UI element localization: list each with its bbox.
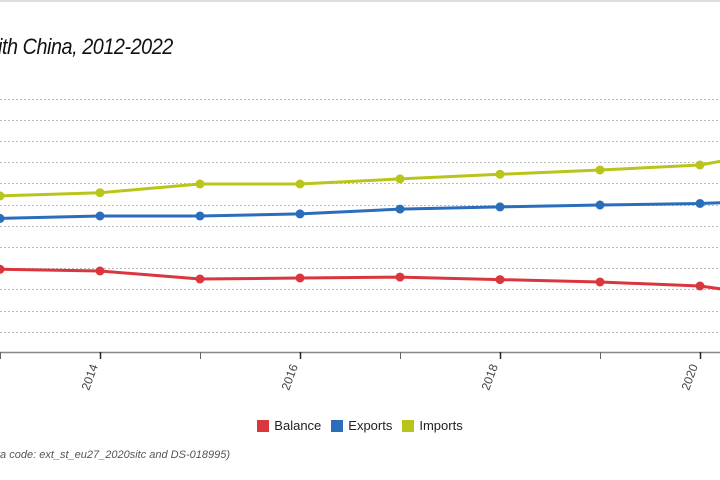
data-point-imports <box>295 179 305 189</box>
chart-title: ith China, 2012-2022 <box>0 34 173 59</box>
legend-item-balance[interactable]: Balance <box>257 418 321 433</box>
series-lines <box>0 159 720 291</box>
legend-swatch-imports <box>402 419 415 432</box>
legend-label-exports: Exports <box>348 418 393 433</box>
data-point-imports <box>695 160 705 170</box>
data-point-exports <box>695 199 705 208</box>
legend-label-imports: Imports <box>419 418 463 433</box>
data-point-imports <box>495 169 505 179</box>
data-point-balance <box>95 266 105 276</box>
x-axis: 2014 2016 2018 2020 <box>0 351 720 392</box>
data-point-balance <box>395 272 405 282</box>
data-point-imports <box>0 191 5 201</box>
data-point-balance <box>695 281 705 291</box>
data-point-balance <box>495 275 505 285</box>
data-point-exports <box>495 202 505 212</box>
x-tick-label: 2018 <box>479 362 501 392</box>
data-point-balance <box>295 273 305 283</box>
series-line-balance <box>0 267 720 291</box>
data-point-imports <box>95 188 105 198</box>
legend-label-balance: Balance <box>274 418 322 433</box>
legend-swatch-exports <box>331 419 344 432</box>
data-point-exports <box>195 211 205 221</box>
top-border <box>0 0 720 2</box>
data-point-exports <box>395 204 405 214</box>
data-point-exports <box>595 200 605 210</box>
series-line-exports <box>0 201 720 220</box>
legend-item-imports[interactable]: Imports <box>402 418 463 433</box>
series-line-imports <box>0 159 720 198</box>
data-point-balance <box>195 274 205 284</box>
data-point-balance <box>595 277 605 287</box>
data-point-exports <box>295 209 305 219</box>
legend-swatch-balance <box>257 419 270 432</box>
source-note: ta code: ext_st_eu27_2020sitc and DS-018… <box>0 449 230 461</box>
data-point-balance <box>0 264 5 274</box>
data-point-imports <box>395 174 405 184</box>
x-tick-label: 2020 <box>679 362 701 392</box>
x-tick-label: 2016 <box>279 362 301 392</box>
data-point-exports <box>95 211 105 221</box>
legend-item-exports[interactable]: Exports <box>331 418 392 433</box>
data-point-imports <box>195 179 205 189</box>
data-point-imports <box>595 165 605 175</box>
data-point-exports <box>0 213 5 223</box>
x-tick-label: 2014 <box>79 362 101 392</box>
legend: Balance Exports Imports <box>0 418 720 433</box>
